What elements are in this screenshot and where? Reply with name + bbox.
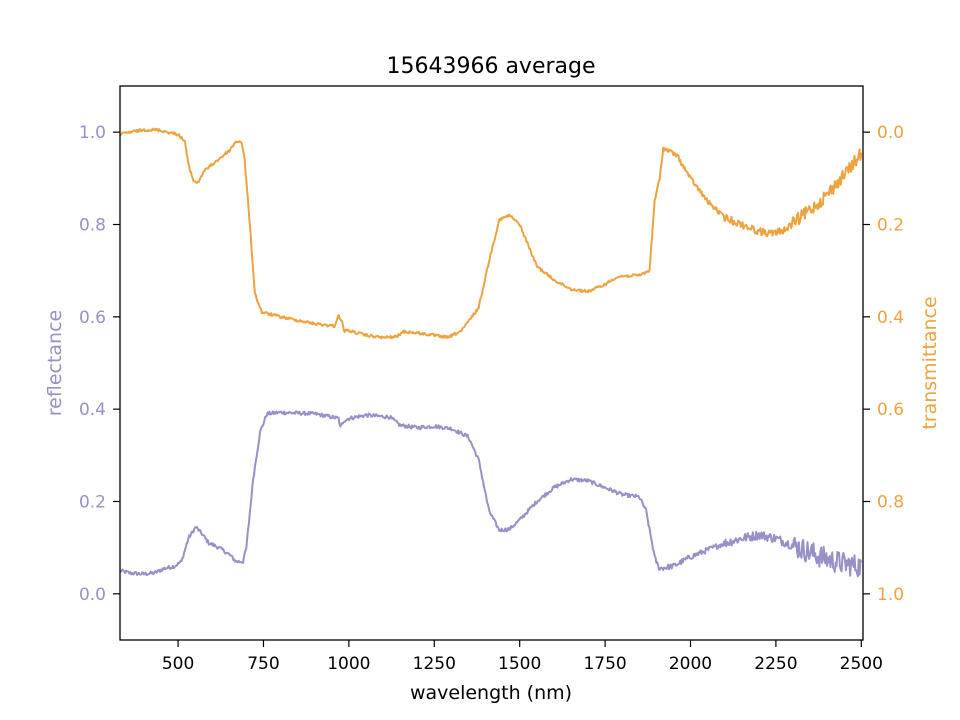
y-axis-right: 0.0 0.2 0.4 0.6 0.8 1.0 xyxy=(863,123,904,605)
plot-area xyxy=(119,85,864,641)
axes-frame xyxy=(119,85,864,641)
x-tick-label-2250: 2250 xyxy=(754,654,797,674)
y-axis-right-label: transmittance xyxy=(919,296,941,429)
series-line-transmittance xyxy=(120,127,863,340)
x-tick-label-2500: 2500 xyxy=(840,654,883,674)
y-left-tick-label-0: 0.0 xyxy=(79,585,106,605)
y-axis-left: 0.0 0.2 0.4 0.6 0.8 1.0 xyxy=(79,123,120,605)
y-left-tick-label-5: 1.0 xyxy=(79,123,106,143)
chart-title: 15643966 average xyxy=(386,54,595,79)
y-right-tick-label-3: 0.6 xyxy=(877,400,904,420)
x-tick-label-1000: 1000 xyxy=(327,654,370,674)
series-line-reflectance xyxy=(120,410,863,578)
x-tick-label-750: 750 xyxy=(247,654,279,674)
x-tick-label-1250: 1250 xyxy=(413,654,456,674)
y-left-tick-label-4: 0.8 xyxy=(79,216,106,236)
x-tick-label-1750: 1750 xyxy=(583,654,626,674)
y-left-tick-label-3: 0.6 xyxy=(79,308,106,328)
y-right-tick-label-1: 0.2 xyxy=(877,216,904,236)
y-axis-left-label: reflectance xyxy=(44,310,66,416)
x-tick-label-2000: 2000 xyxy=(669,654,712,674)
x-axis: 500 750 1000 1250 1500 1750 2000 2250 2500 xyxy=(162,640,883,674)
y-right-tick-label-0: 0.0 xyxy=(877,123,904,143)
y-left-tick-label-1: 0.2 xyxy=(79,493,106,513)
y-right-tick-label-5: 1.0 xyxy=(877,585,904,605)
x-axis-label: wavelength (nm) xyxy=(410,682,572,704)
x-tick-label-1500: 1500 xyxy=(498,654,541,674)
x-tick-label-500: 500 xyxy=(162,654,194,674)
y-right-tick-label-4: 0.8 xyxy=(877,493,904,513)
y-left-tick-label-2: 0.4 xyxy=(79,400,106,420)
y-right-tick-label-2: 0.4 xyxy=(877,308,904,328)
series-layer xyxy=(120,127,863,578)
